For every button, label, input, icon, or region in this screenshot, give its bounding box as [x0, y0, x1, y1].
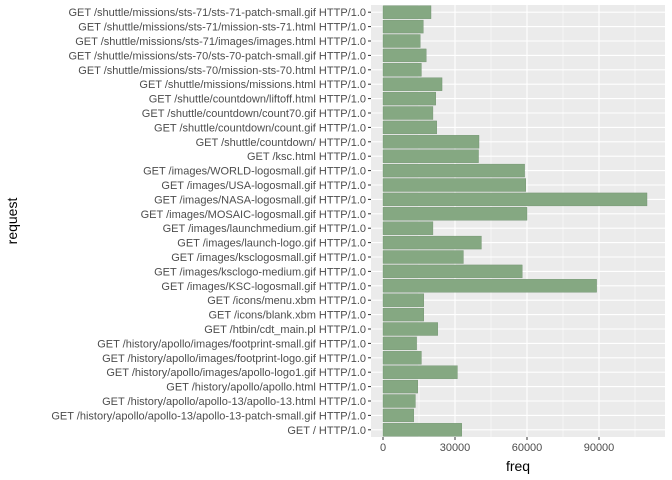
- y-tick-label: GET /history/apollo/images/footprint-sma…: [97, 338, 366, 350]
- y-tick-label: GET /images/MOSAIC-logosmall.gif HTTP/1.…: [141, 209, 366, 221]
- y-tick-label: GET /images/ksclogosmall.gif HTTP/1.0: [171, 252, 366, 264]
- x-axis-title: freq: [506, 458, 530, 474]
- y-tick-label: GET /shuttle/countdown/ HTTP/1.0: [196, 137, 366, 149]
- y-axis-title: request: [4, 198, 20, 245]
- x-tick-label: 90000: [584, 442, 615, 454]
- bar: [382, 365, 458, 379]
- plot-panel: [371, 5, 665, 437]
- y-tick-label: GET /images/ksclogo-medium.gif HTTP/1.0: [154, 266, 366, 278]
- x-tick-label: 60000: [512, 442, 543, 454]
- y-tick-label: GET /images/NASA-logosmall.gif HTTP/1.0: [154, 194, 366, 206]
- y-tick-label: GET /shuttle/countdown/count.gif HTTP/1.…: [154, 122, 366, 134]
- y-tick-labels: GET /shuttle/missions/sts-71/sts-71-patc…: [51, 7, 371, 437]
- bar: [382, 106, 434, 120]
- y-tick-label: GET /shuttle/countdown/count70.gif HTTP/…: [142, 108, 366, 120]
- bar: [382, 207, 528, 221]
- x-tick-labels: 0 30000 60000 90000: [380, 437, 614, 454]
- y-tick-label: GET /history/apollo/apollo-13/apollo-13-…: [51, 410, 366, 422]
- bar: [382, 264, 523, 279]
- y-tick-label: GET /shuttle/missions/missions.html HTTP…: [139, 79, 366, 91]
- y-tick-label: GET / HTTP/1.0: [287, 425, 366, 437]
- bar: [382, 379, 418, 394]
- bars: [382, 5, 648, 437]
- y-tick-label: GET /shuttle/missions/sts-71/sts-71-patc…: [69, 7, 367, 19]
- bar: [382, 192, 648, 207]
- y-tick-label: GET /icons/menu.xbm HTTP/1.0: [207, 295, 366, 307]
- bar: [382, 5, 432, 19]
- bar: [382, 120, 437, 135]
- bar: [382, 336, 417, 351]
- y-tick-label: GET /shuttle/missions/sts-71/mission-sts…: [78, 22, 366, 34]
- bar: [382, 19, 424, 34]
- y-tick-label: GET /images/KSC-logosmall.gif HTTP/1.0: [161, 281, 366, 293]
- y-tick-label: GET /images/WORLD-logosmall.gif HTTP/1.0: [143, 166, 366, 178]
- bar: [382, 221, 434, 235]
- bar: [382, 135, 480, 149]
- y-tick-label: GET /history/apollo/images/footprint-log…: [102, 353, 366, 365]
- bar: [382, 279, 597, 293]
- bar: [382, 63, 422, 77]
- bar: [382, 351, 422, 365]
- y-tick-label: GET /shuttle/missions/sts-71/images/imag…: [75, 36, 366, 48]
- bar: [382, 91, 436, 106]
- bar: [382, 178, 527, 192]
- bar: [382, 77, 443, 91]
- y-tick-label: GET /ksc.html HTTP/1.0: [247, 151, 366, 163]
- y-tick-label: GET /shuttle/missions/sts-70/sts-70-patc…: [69, 50, 367, 62]
- bar: [382, 149, 479, 163]
- y-tick-label: GET /icons/blank.xbm HTTP/1.0: [208, 310, 366, 322]
- y-tick-label: GET /history/apollo/apollo.html HTTP/1.0: [166, 382, 366, 394]
- y-tick-label: GET /shuttle/missions/sts-70/mission-sts…: [78, 65, 366, 77]
- bar: [382, 250, 464, 264]
- bar: [382, 163, 525, 178]
- bar: [382, 322, 438, 336]
- bar: [382, 423, 462, 437]
- y-tick-label: GET /images/USA-logosmall.gif HTTP/1.0: [161, 180, 366, 192]
- bar: [382, 34, 421, 48]
- bar: [382, 307, 424, 322]
- y-tick-label: GET /history/apollo/apollo-13/apollo-13.…: [102, 396, 366, 408]
- y-tick-label: GET /shuttle/countdown/liftoff.html HTTP…: [149, 94, 366, 106]
- y-tick-label: GET /images/launch-logo.gif HTTP/1.0: [177, 238, 366, 250]
- bar: [382, 48, 427, 63]
- bar: [382, 394, 416, 408]
- y-tick-label: GET /history/apollo/images/apollo-logo1.…: [106, 367, 366, 379]
- y-tick-label: GET /htbin/cdt_main.pl HTTP/1.0: [204, 324, 366, 336]
- y-tick-label: GET /images/launchmedium.gif HTTP/1.0: [163, 223, 366, 235]
- bar: [382, 293, 424, 307]
- bar: [382, 408, 414, 423]
- bar: [382, 235, 482, 250]
- x-tick-label: 30000: [440, 442, 471, 454]
- x-tick-label: 0: [380, 442, 386, 454]
